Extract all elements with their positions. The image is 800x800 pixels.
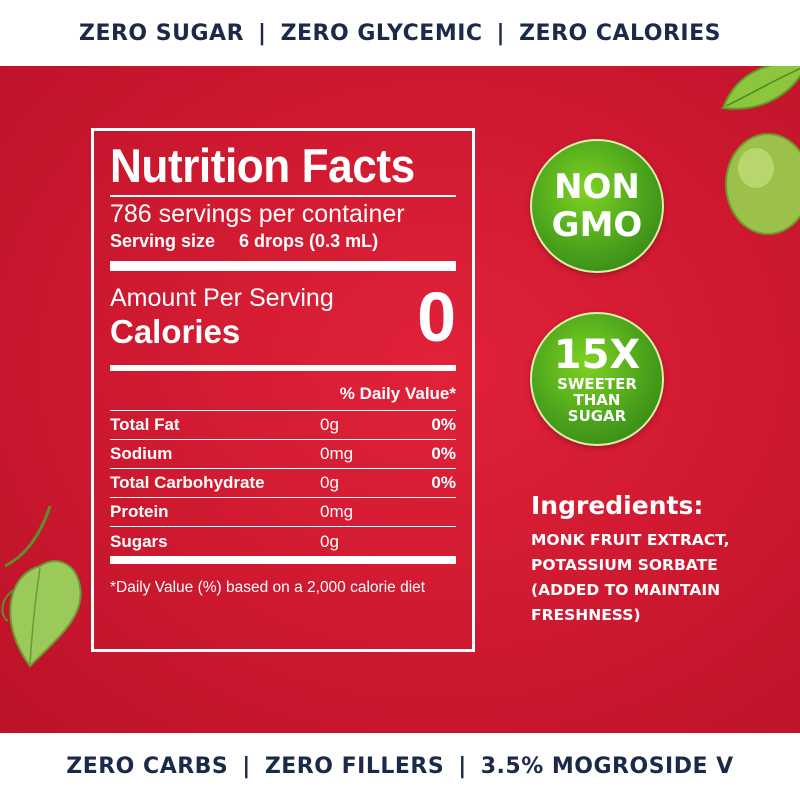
ingredient-line: POTASSIUM SORBATE: [531, 556, 718, 574]
monk-fruit-icon: [725, 133, 800, 235]
ingredient-line: FRESHNESS): [531, 606, 641, 624]
banner-item: ZERO CALORIES: [519, 20, 721, 46]
ingredients-block: Ingredients: MONK FRUIT EXTRACT, POTASSI…: [531, 490, 791, 628]
ingredients-title: Ingredients:: [531, 491, 704, 520]
banner-item: ZERO CARBS: [66, 753, 229, 779]
calories-value: 0: [417, 278, 456, 356]
nutrient-row: Sodium 0mg 0%: [110, 440, 456, 469]
nutrition-title: Nutrition Facts: [110, 139, 415, 192]
badge-text: NON: [554, 167, 640, 207]
non-gmo-badge: NON GMO: [530, 139, 664, 273]
nutrient-name: Sodium: [110, 444, 173, 463]
sweetness-badge: 15X SWEETER THAN SUGAR: [530, 312, 664, 446]
daily-value-header: % Daily Value*: [110, 381, 456, 411]
servings-per-container: 786 servings per container: [110, 200, 405, 228]
nutrient-name: Sugars: [110, 531, 168, 551]
separator: |: [242, 753, 251, 779]
daily-value-footnote: *Daily Value (%) based on a 2,000 calori…: [110, 579, 426, 596]
divider-medium: [110, 365, 456, 371]
badge-multiplier: 15X: [553, 332, 641, 378]
product-panel: Nutrition Facts 786 servings per contain…: [0, 66, 800, 733]
bottom-banner: ZERO CARBS | ZERO FILLERS | 3.5% MOGROSI…: [0, 733, 800, 799]
leaf-icon: [721, 66, 800, 110]
ingredient-line: (ADDED TO MAINTAIN: [531, 581, 721, 599]
banner-item: ZERO SUGAR: [79, 20, 245, 46]
ingredient-line: MONK FRUIT EXTRACT,: [531, 531, 730, 549]
banner-item: 3.5% MOGROSIDE V: [480, 753, 734, 779]
serving-size-row: Serving size 6 drops (0.3 mL): [110, 229, 456, 253]
nutrient-row: Total Fat 0g 0%: [110, 411, 456, 440]
nutrient-daily-value: 0%: [431, 473, 456, 492]
nutrient-name: Total Carbohydrate: [110, 473, 265, 492]
nutrient-row: Total Carbohydrate 0g 0%: [110, 469, 456, 498]
serving-size-label: Serving size: [110, 231, 216, 251]
separator: |: [258, 20, 267, 46]
calories-label: Calories: [110, 313, 241, 350]
top-banner: ZERO SUGAR | ZERO GLYCEMIC | ZERO CALORI…: [0, 0, 800, 66]
badge-text: SWEETER: [557, 375, 637, 393]
nutrient-amount: 0g: [320, 415, 339, 434]
nutrient-amount: 0mg: [320, 444, 354, 463]
nutrient-row: Protein 0mg: [110, 498, 456, 527]
nutrition-facts-panel: Nutrition Facts 786 servings per contain…: [91, 128, 475, 652]
nutrient-row: Sugars 0g: [110, 527, 456, 556]
nutrient-daily-value: 0%: [431, 415, 456, 434]
banner-item: ZERO FILLERS: [264, 753, 445, 779]
serving-size-value: 6 drops (0.3 mL): [239, 231, 379, 251]
separator: |: [496, 20, 506, 46]
nutrient-amount: 0g: [320, 531, 339, 551]
divider-bottom: [110, 556, 456, 564]
nutrient-daily-value: 0%: [431, 444, 456, 463]
nutrient-name: Total Fat: [110, 415, 180, 434]
nutrient-amount: 0g: [320, 473, 339, 492]
nutrient-name: Protein: [110, 502, 169, 521]
badge-text: SUGAR: [567, 407, 627, 425]
calories-row: Amount Per Serving Calories 0: [110, 277, 456, 357]
divider-thick: [110, 261, 456, 271]
amount-per-serving: Amount Per Serving: [110, 284, 334, 312]
nutrient-amount: 0mg: [320, 502, 354, 521]
divider: [110, 195, 456, 197]
banner-item: ZERO GLYCEMIC: [280, 20, 483, 46]
vine-leaf-icon: [1, 506, 82, 668]
badge-text: GMO: [551, 205, 643, 245]
separator: |: [458, 753, 467, 779]
badge-text: THAN: [573, 391, 621, 409]
